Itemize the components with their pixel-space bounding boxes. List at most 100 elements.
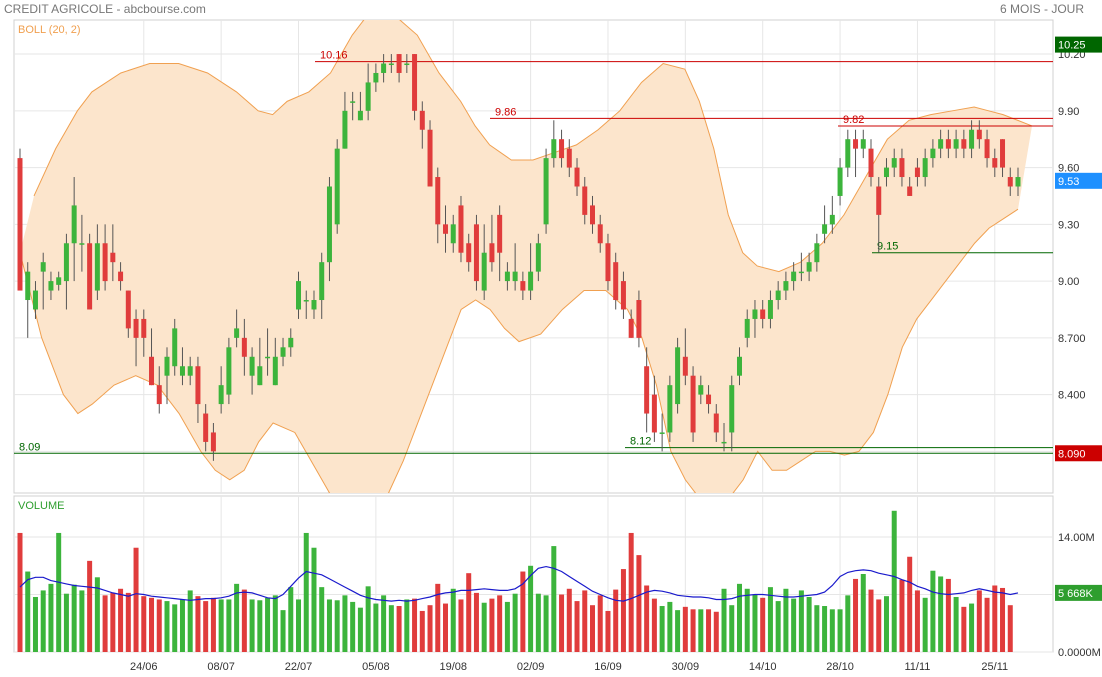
x-tick-label: 05/08 bbox=[362, 661, 390, 673]
candle-body bbox=[945, 139, 951, 149]
volume-bar bbox=[481, 602, 487, 652]
candle-body bbox=[365, 82, 371, 111]
volume-bar bbox=[110, 592, 116, 652]
volume-bar bbox=[682, 606, 688, 652]
volume-bar bbox=[969, 603, 975, 652]
candle-body bbox=[102, 243, 108, 282]
candle-body bbox=[427, 129, 433, 187]
price-badge-label: 10.25 bbox=[1058, 40, 1086, 52]
volume-bar bbox=[883, 596, 889, 652]
candle-body bbox=[775, 290, 781, 301]
level-label: 8.12 bbox=[630, 436, 651, 448]
candle-body bbox=[853, 139, 859, 149]
volume-bar bbox=[466, 573, 472, 652]
candle-body bbox=[118, 271, 124, 282]
candle-body bbox=[412, 54, 418, 111]
volume-bar bbox=[187, 590, 193, 652]
volume-label: VOLUME bbox=[18, 500, 65, 512]
volume-bar bbox=[265, 597, 271, 652]
candle-body bbox=[659, 432, 665, 434]
candle-body bbox=[396, 54, 402, 73]
volume-bar bbox=[404, 599, 410, 652]
volume-bar bbox=[984, 597, 990, 652]
candle-body bbox=[953, 139, 959, 149]
volume-bar bbox=[512, 593, 518, 652]
candle-body bbox=[976, 129, 982, 140]
candle-body bbox=[528, 271, 534, 291]
candle-body bbox=[280, 347, 286, 357]
volume-bar bbox=[164, 601, 170, 652]
candle-body bbox=[675, 347, 681, 405]
volume-bar bbox=[566, 588, 572, 652]
volume-bar bbox=[798, 590, 804, 652]
candle-body bbox=[798, 271, 804, 274]
volume-bar bbox=[435, 583, 441, 652]
candle-body bbox=[404, 63, 410, 66]
candle-body bbox=[574, 167, 580, 187]
candle-body bbox=[265, 356, 271, 359]
candle-body bbox=[141, 318, 147, 338]
candle-body bbox=[876, 186, 882, 215]
candle-body bbox=[450, 224, 456, 244]
volume-bar bbox=[373, 603, 379, 652]
volume-bar bbox=[288, 587, 294, 652]
volume-bar bbox=[822, 606, 828, 652]
x-tick-label: 08/07 bbox=[207, 661, 235, 673]
volume-bar bbox=[63, 593, 69, 652]
volume-bar bbox=[94, 577, 100, 652]
volume-bar bbox=[829, 609, 835, 652]
candle-body bbox=[783, 281, 789, 291]
candle-body bbox=[79, 243, 85, 245]
volume-bar bbox=[528, 565, 534, 652]
volume-bar bbox=[644, 585, 650, 652]
candle-body bbox=[822, 224, 828, 234]
volume-bar bbox=[876, 599, 882, 652]
candle-body bbox=[249, 356, 255, 376]
candle-body bbox=[752, 309, 758, 319]
candle-body bbox=[388, 63, 394, 66]
volume-bar bbox=[443, 603, 449, 652]
volume-bar bbox=[203, 601, 209, 652]
candle-body bbox=[357, 110, 363, 121]
candle-body bbox=[497, 214, 503, 253]
candle-body bbox=[992, 158, 998, 168]
volume-bar bbox=[613, 589, 619, 652]
volume-bar bbox=[767, 587, 773, 652]
candle-body bbox=[210, 432, 216, 452]
volume-bar bbox=[450, 588, 456, 652]
volume-bar bbox=[675, 610, 681, 652]
price-tick-label: 9.00 bbox=[1058, 276, 1079, 288]
volume-bar bbox=[133, 547, 139, 652]
candle-body bbox=[914, 167, 920, 178]
volume-bar bbox=[775, 601, 781, 652]
volume-bar bbox=[396, 606, 402, 652]
candle-body bbox=[961, 139, 967, 149]
candle-body bbox=[597, 224, 603, 244]
candle-body bbox=[613, 262, 619, 301]
volume-bar bbox=[311, 547, 317, 652]
candle-body bbox=[326, 186, 332, 263]
volume-bar bbox=[783, 588, 789, 652]
candle-body bbox=[566, 148, 572, 168]
volume-tick-label: 0.0000M bbox=[1058, 647, 1101, 659]
candle-body bbox=[125, 290, 131, 329]
candle-body bbox=[25, 271, 31, 301]
candle-body bbox=[489, 243, 495, 263]
candle-body bbox=[203, 413, 209, 442]
candle-body bbox=[698, 385, 704, 395]
level-label: 10.16 bbox=[320, 50, 348, 62]
x-tick-label: 14/10 bbox=[749, 661, 777, 673]
candle-body bbox=[706, 394, 712, 405]
candle-body bbox=[628, 318, 634, 338]
chart-title: CREDIT AGRICOLE - abcbourse.com bbox=[4, 2, 206, 16]
candle-body bbox=[667, 385, 673, 433]
candle-body bbox=[257, 366, 263, 386]
candle-body bbox=[891, 158, 897, 168]
volume-bar bbox=[319, 587, 325, 652]
price-badge-label: 9.53 bbox=[1058, 176, 1079, 188]
candle-body bbox=[156, 385, 162, 405]
volume-bar bbox=[504, 601, 510, 652]
volume-bar bbox=[791, 598, 797, 652]
candle-body bbox=[651, 394, 657, 433]
volume-bar bbox=[582, 590, 588, 652]
